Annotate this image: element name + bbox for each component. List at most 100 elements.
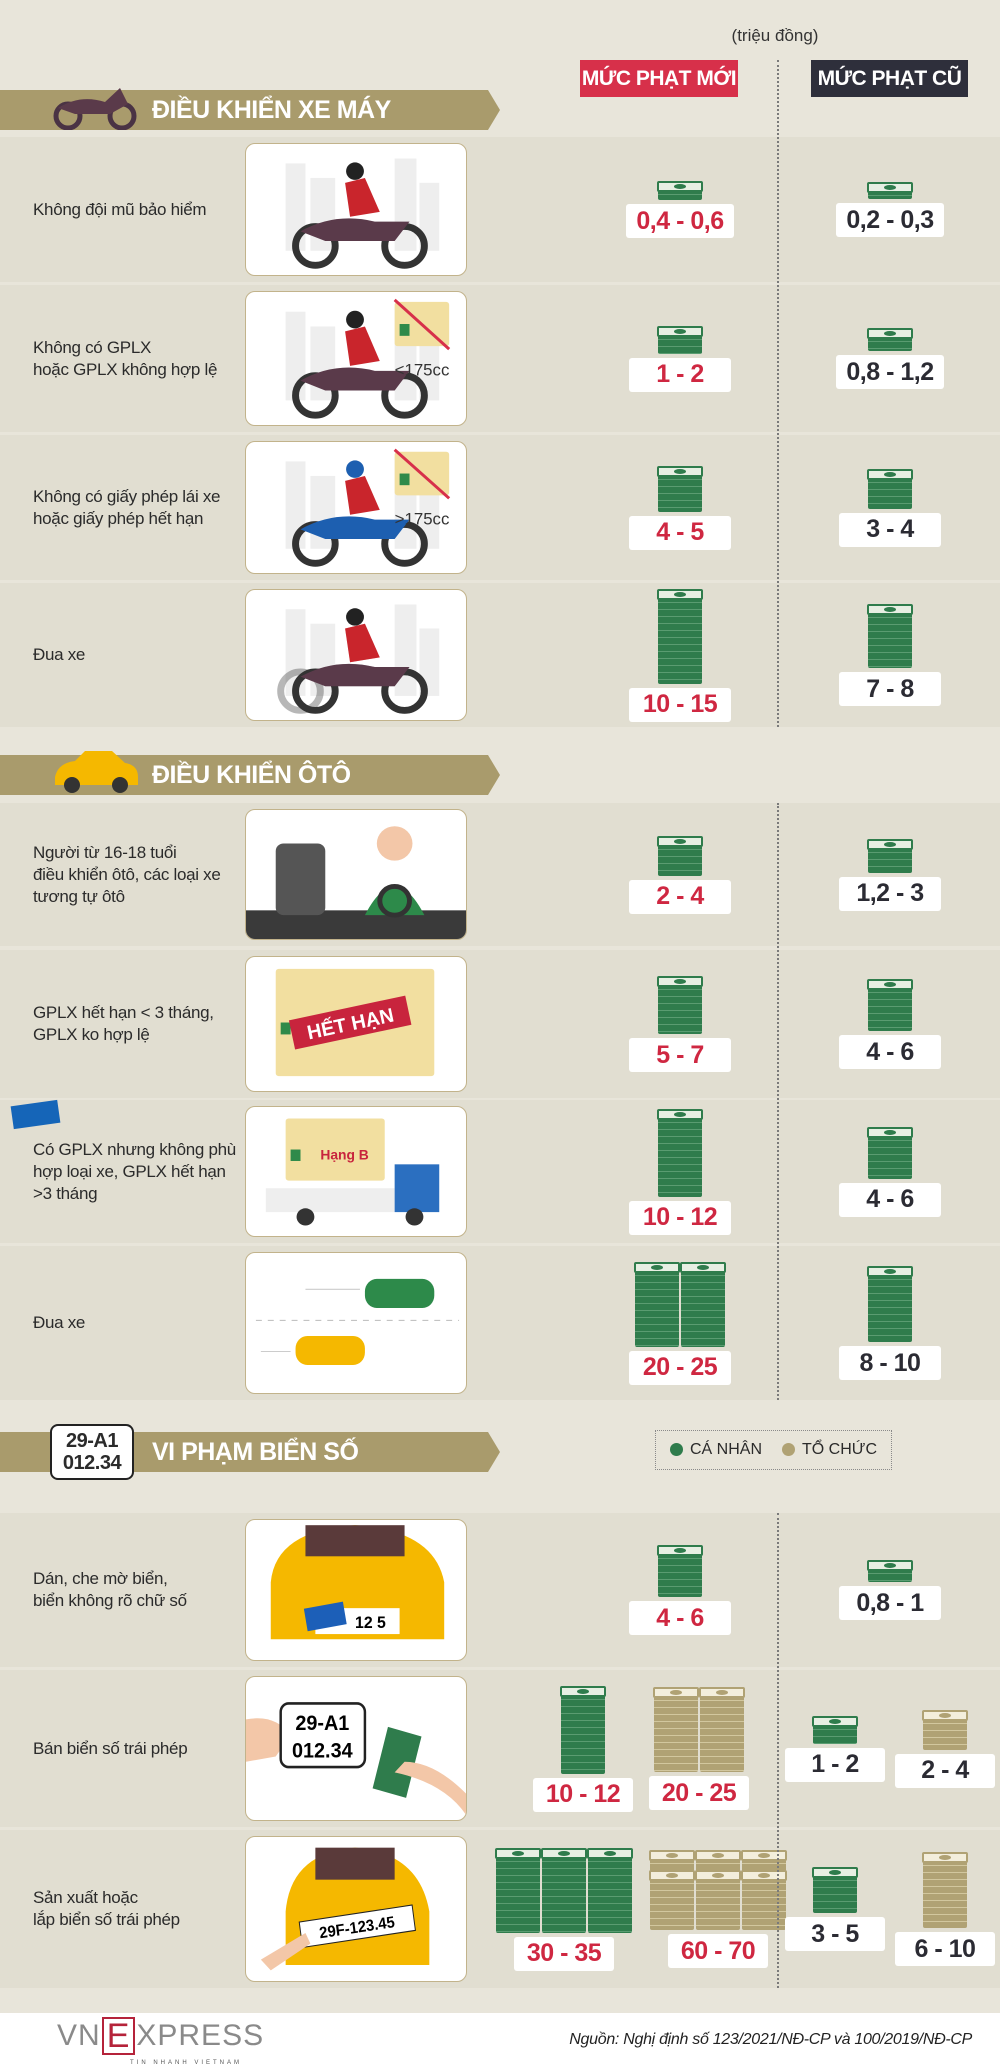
violation-label: Người từ 16-18 tuổi điều khiển ôtô, các … <box>33 842 221 906</box>
bill-face <box>657 976 703 987</box>
bill-face <box>657 588 703 600</box>
fine-item: 1 - 2 <box>785 1715 885 1782</box>
money-stack-group <box>867 1560 913 1582</box>
svg-text:Hạng B: Hạng B <box>320 1148 369 1163</box>
fine-value: 5 - 7 <box>629 1038 731 1072</box>
money-stack-icon <box>657 1108 703 1197</box>
fine-value: 4 - 5 <box>629 515 731 550</box>
svg-text:29-A1: 29-A1 <box>295 1711 349 1735</box>
new-fine-column: 0,4 - 0,6 <box>585 137 775 282</box>
money-stack-group <box>866 181 913 200</box>
money-stack-icon <box>541 1847 587 1933</box>
money-stack-icon <box>867 1560 913 1582</box>
fine-value: 20 - 25 <box>649 1776 749 1810</box>
fine-value: 4 - 6 <box>839 1182 941 1217</box>
bill-face <box>657 1545 703 1556</box>
new-fine-column: 10 - 12 <box>585 1100 775 1243</box>
svg-text:12 5: 12 5 <box>355 1614 386 1632</box>
money-stack-icon <box>695 1870 741 1930</box>
money-stack-icon <box>866 327 913 352</box>
violation-label: Không đội mũ bảo hiểm <box>33 199 207 219</box>
fine-row: Sản xuất hoặc lắp biển số trái phép 29F-1… <box>0 1830 1000 1988</box>
fine-row: Đua xe 10 - 15 7 - 8 <box>0 583 1000 727</box>
money-stack-group <box>867 1126 913 1179</box>
fine-row: Không có giấy phép lái xe hoặc giấy phép… <box>0 435 1000 580</box>
money-stack-icon <box>587 1847 633 1933</box>
bill-face <box>649 1850 695 1861</box>
fine-item: 4 - 5 <box>629 465 731 550</box>
money-stack-group <box>657 976 703 1034</box>
fine-value: 1 - 2 <box>785 1747 885 1782</box>
fine-row: Bán biển số trái phép 29-A1 012.34 10 - 12 2… <box>0 1670 1000 1827</box>
violation-label: Có GPLX nhưng không phù hợp loại xe, GPL… <box>33 1139 236 1203</box>
bill-face <box>867 1126 913 1138</box>
column-divider <box>777 803 779 1400</box>
fine-value: 1,2 - 3 <box>839 876 941 911</box>
money-stack-group <box>867 604 913 668</box>
fine-item: 3 - 4 <box>839 468 941 547</box>
license-plate-icon: 29-A1 012.34 <box>50 1424 134 1480</box>
violation-illustration <box>245 1252 467 1394</box>
money-stack-icon <box>656 180 703 201</box>
bill-face <box>657 465 703 477</box>
fine-item: 60 - 70 <box>649 1850 787 1968</box>
fine-item: 1 - 2 <box>629 325 731 392</box>
bill-face <box>541 1847 587 1859</box>
money-stack-group <box>867 838 913 873</box>
fine-item: 30 - 35 <box>495 1847 633 1971</box>
old-fine-column: 4 - 6 <box>780 1100 1000 1243</box>
fine-value: 3 - 4 <box>839 512 941 547</box>
bill-face <box>867 1560 913 1571</box>
money-stack-icon <box>657 1545 703 1597</box>
svg-text:<175cc: <175cc <box>395 361 450 380</box>
money-stack-icon <box>922 1709 968 1750</box>
violation-label: Sản xuất hoặc lắp biển số trái phép <box>33 1888 180 1929</box>
money-stack-icon <box>867 838 913 873</box>
bill-face <box>680 1261 726 1273</box>
fine-item: 10 - 15 <box>629 588 731 722</box>
fine-row: Người từ 16-18 tuổi điều khiển ôtô, các … <box>0 803 1000 946</box>
legend: CÁ NHÂN TỔ CHỨC <box>655 1430 892 1470</box>
money-stack-icon <box>922 1852 968 1928</box>
bill-face <box>812 1715 858 1727</box>
section-title: ĐIỀU KHIỂN XE MÁY <box>152 96 391 124</box>
bill-face <box>867 838 913 850</box>
tan-dot-icon <box>782 1443 795 1456</box>
fine-value: 0,4 - 0,6 <box>626 204 734 239</box>
old-fine-column: 4 - 6 <box>780 950 1000 1098</box>
money-stack-group <box>867 1266 913 1342</box>
violation-illustration: 29F-123.45 <box>245 1836 467 1982</box>
fine-value: 10 - 12 <box>533 1777 633 1812</box>
bill-face <box>866 181 913 193</box>
bill-face <box>695 1850 741 1861</box>
green-dot-icon <box>669 1443 683 1456</box>
money-stack-group <box>922 1852 968 1928</box>
fine-item: 2 - 4 <box>895 1709 995 1788</box>
old-fine-column: 1,2 - 3 <box>780 803 1000 946</box>
fine-item: 6 - 10 <box>895 1852 995 1966</box>
money-stack-group <box>657 1108 703 1197</box>
old-fine-column: 3 - 4 <box>780 435 1000 580</box>
money-stack-icon <box>812 1715 858 1744</box>
violation-illustration: 29-A1 012.34 <box>245 1676 467 1821</box>
new-fine-column: 4 - 6 <box>585 1513 775 1667</box>
money-stack-icon <box>657 976 703 1034</box>
fine-row: Đua xe 20 - 25 8 - 10 <box>0 1246 1000 1400</box>
old-fine-column: 0,8 - 1 <box>780 1513 1000 1667</box>
violation-label: GPLX hết hạn < 3 tháng, GPLX ko hợp lệ <box>33 1003 214 1044</box>
fine-row: GPLX hết hạn < 3 tháng, GPLX ko hợp lệ HẾ… <box>0 950 1000 1098</box>
money-stack-icon <box>867 604 913 668</box>
money-stack-icon <box>653 1687 699 1772</box>
money-stack-group <box>867 468 913 509</box>
violation-illustration: >175cc <box>245 441 467 574</box>
violation-illustration: Hạng B <box>245 1106 467 1237</box>
plate-line1: 29-A1 <box>66 1430 118 1452</box>
bill-face <box>657 325 703 337</box>
new-fine-column: 20 - 25 <box>585 1246 775 1400</box>
money-stack-icon <box>741 1870 787 1930</box>
fine-value: 7 - 8 <box>839 672 941 706</box>
fine-item: 20 - 25 <box>629 1261 731 1385</box>
money-stack-icon <box>495 1847 541 1933</box>
money-stack-group <box>657 1545 703 1597</box>
money-stack-icon <box>657 325 703 354</box>
